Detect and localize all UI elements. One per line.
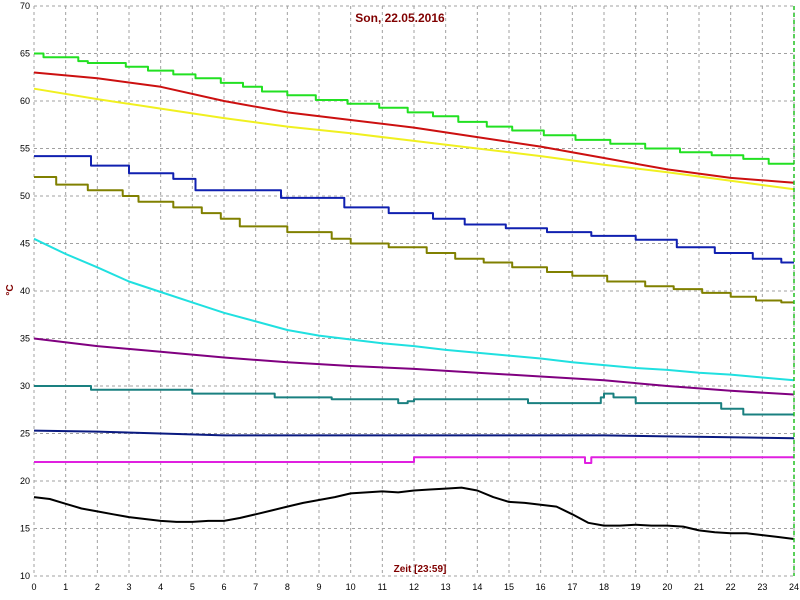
y-tick-label-5: 35 [20, 334, 30, 344]
y-tick-label-7: 45 [20, 239, 30, 249]
x-tick-label-10: 10 [346, 582, 356, 592]
x-tick-label-16: 16 [536, 582, 546, 592]
series-line-0 [34, 52, 794, 165]
chart-title: Son, 22.05.2016 [355, 11, 445, 25]
y-tick-label-4: 30 [20, 381, 30, 391]
tick-labels: 0 1 2 3 4 5 6 7 8 9 10 11 12 13 14 15 16 17 18 19 20 21 22 23 24… [20, 1, 799, 592]
x-tick-label-0: 0 [31, 582, 36, 592]
y-tick-label-2: 20 [20, 476, 30, 486]
x-tick-label-8: 8 [285, 582, 290, 592]
series-line-10 [33, 486, 795, 540]
x-tick-label-11: 11 [378, 582, 387, 592]
y-tick-label-1: 15 [20, 524, 30, 534]
series-line-9 [34, 456, 794, 464]
y-tick-label-12: 70 [20, 1, 30, 11]
x-tick-label-6: 6 [221, 582, 226, 592]
y-tick-label-10: 60 [20, 96, 30, 106]
x-tick-label-3: 3 [126, 582, 131, 592]
x-tick-label-2: 2 [95, 582, 100, 592]
series-layer [33, 52, 795, 540]
series-line-2 [33, 87, 795, 191]
x-tick-label-18: 18 [599, 582, 609, 592]
y-tick-label-0: 10 [20, 571, 30, 581]
series-line-6 [33, 337, 795, 396]
x-tick-label-14: 14 [472, 582, 482, 592]
series-line-4 [34, 176, 794, 304]
x-tick-label-20: 20 [662, 582, 672, 592]
series-line-7 [34, 385, 794, 416]
series-line-5 [33, 237, 795, 382]
x-axis-title: Zeit [23:59] [394, 564, 447, 575]
x-tick-label-24: 24 [789, 582, 799, 592]
y-tick-label-9: 55 [20, 144, 30, 154]
x-tick-label-21: 21 [694, 582, 704, 592]
x-tick-label-4: 4 [158, 582, 163, 592]
x-tick-label-19: 19 [631, 582, 641, 592]
series-line-3 [34, 155, 794, 264]
x-tick-label-23: 23 [757, 582, 767, 592]
y-tick-label-6: 40 [20, 286, 30, 296]
y-tick-label-8: 50 [20, 191, 30, 201]
series-line-1 [33, 71, 795, 184]
x-tick-label-7: 7 [253, 582, 258, 592]
x-tick-label-15: 15 [504, 582, 514, 592]
x-tick-label-13: 13 [441, 582, 451, 592]
series-line-8 [33, 429, 795, 440]
y-tick-label-11: 65 [20, 49, 30, 59]
x-tick-label-5: 5 [190, 582, 195, 592]
y-axis-title: °C [5, 284, 16, 295]
x-tick-label-9: 9 [316, 582, 321, 592]
x-tick-label-22: 22 [726, 582, 736, 592]
x-tick-label-17: 17 [567, 582, 577, 592]
x-tick-label-1: 1 [63, 582, 68, 592]
y-tick-label-3: 25 [20, 429, 30, 439]
x-tick-label-12: 12 [409, 582, 419, 592]
